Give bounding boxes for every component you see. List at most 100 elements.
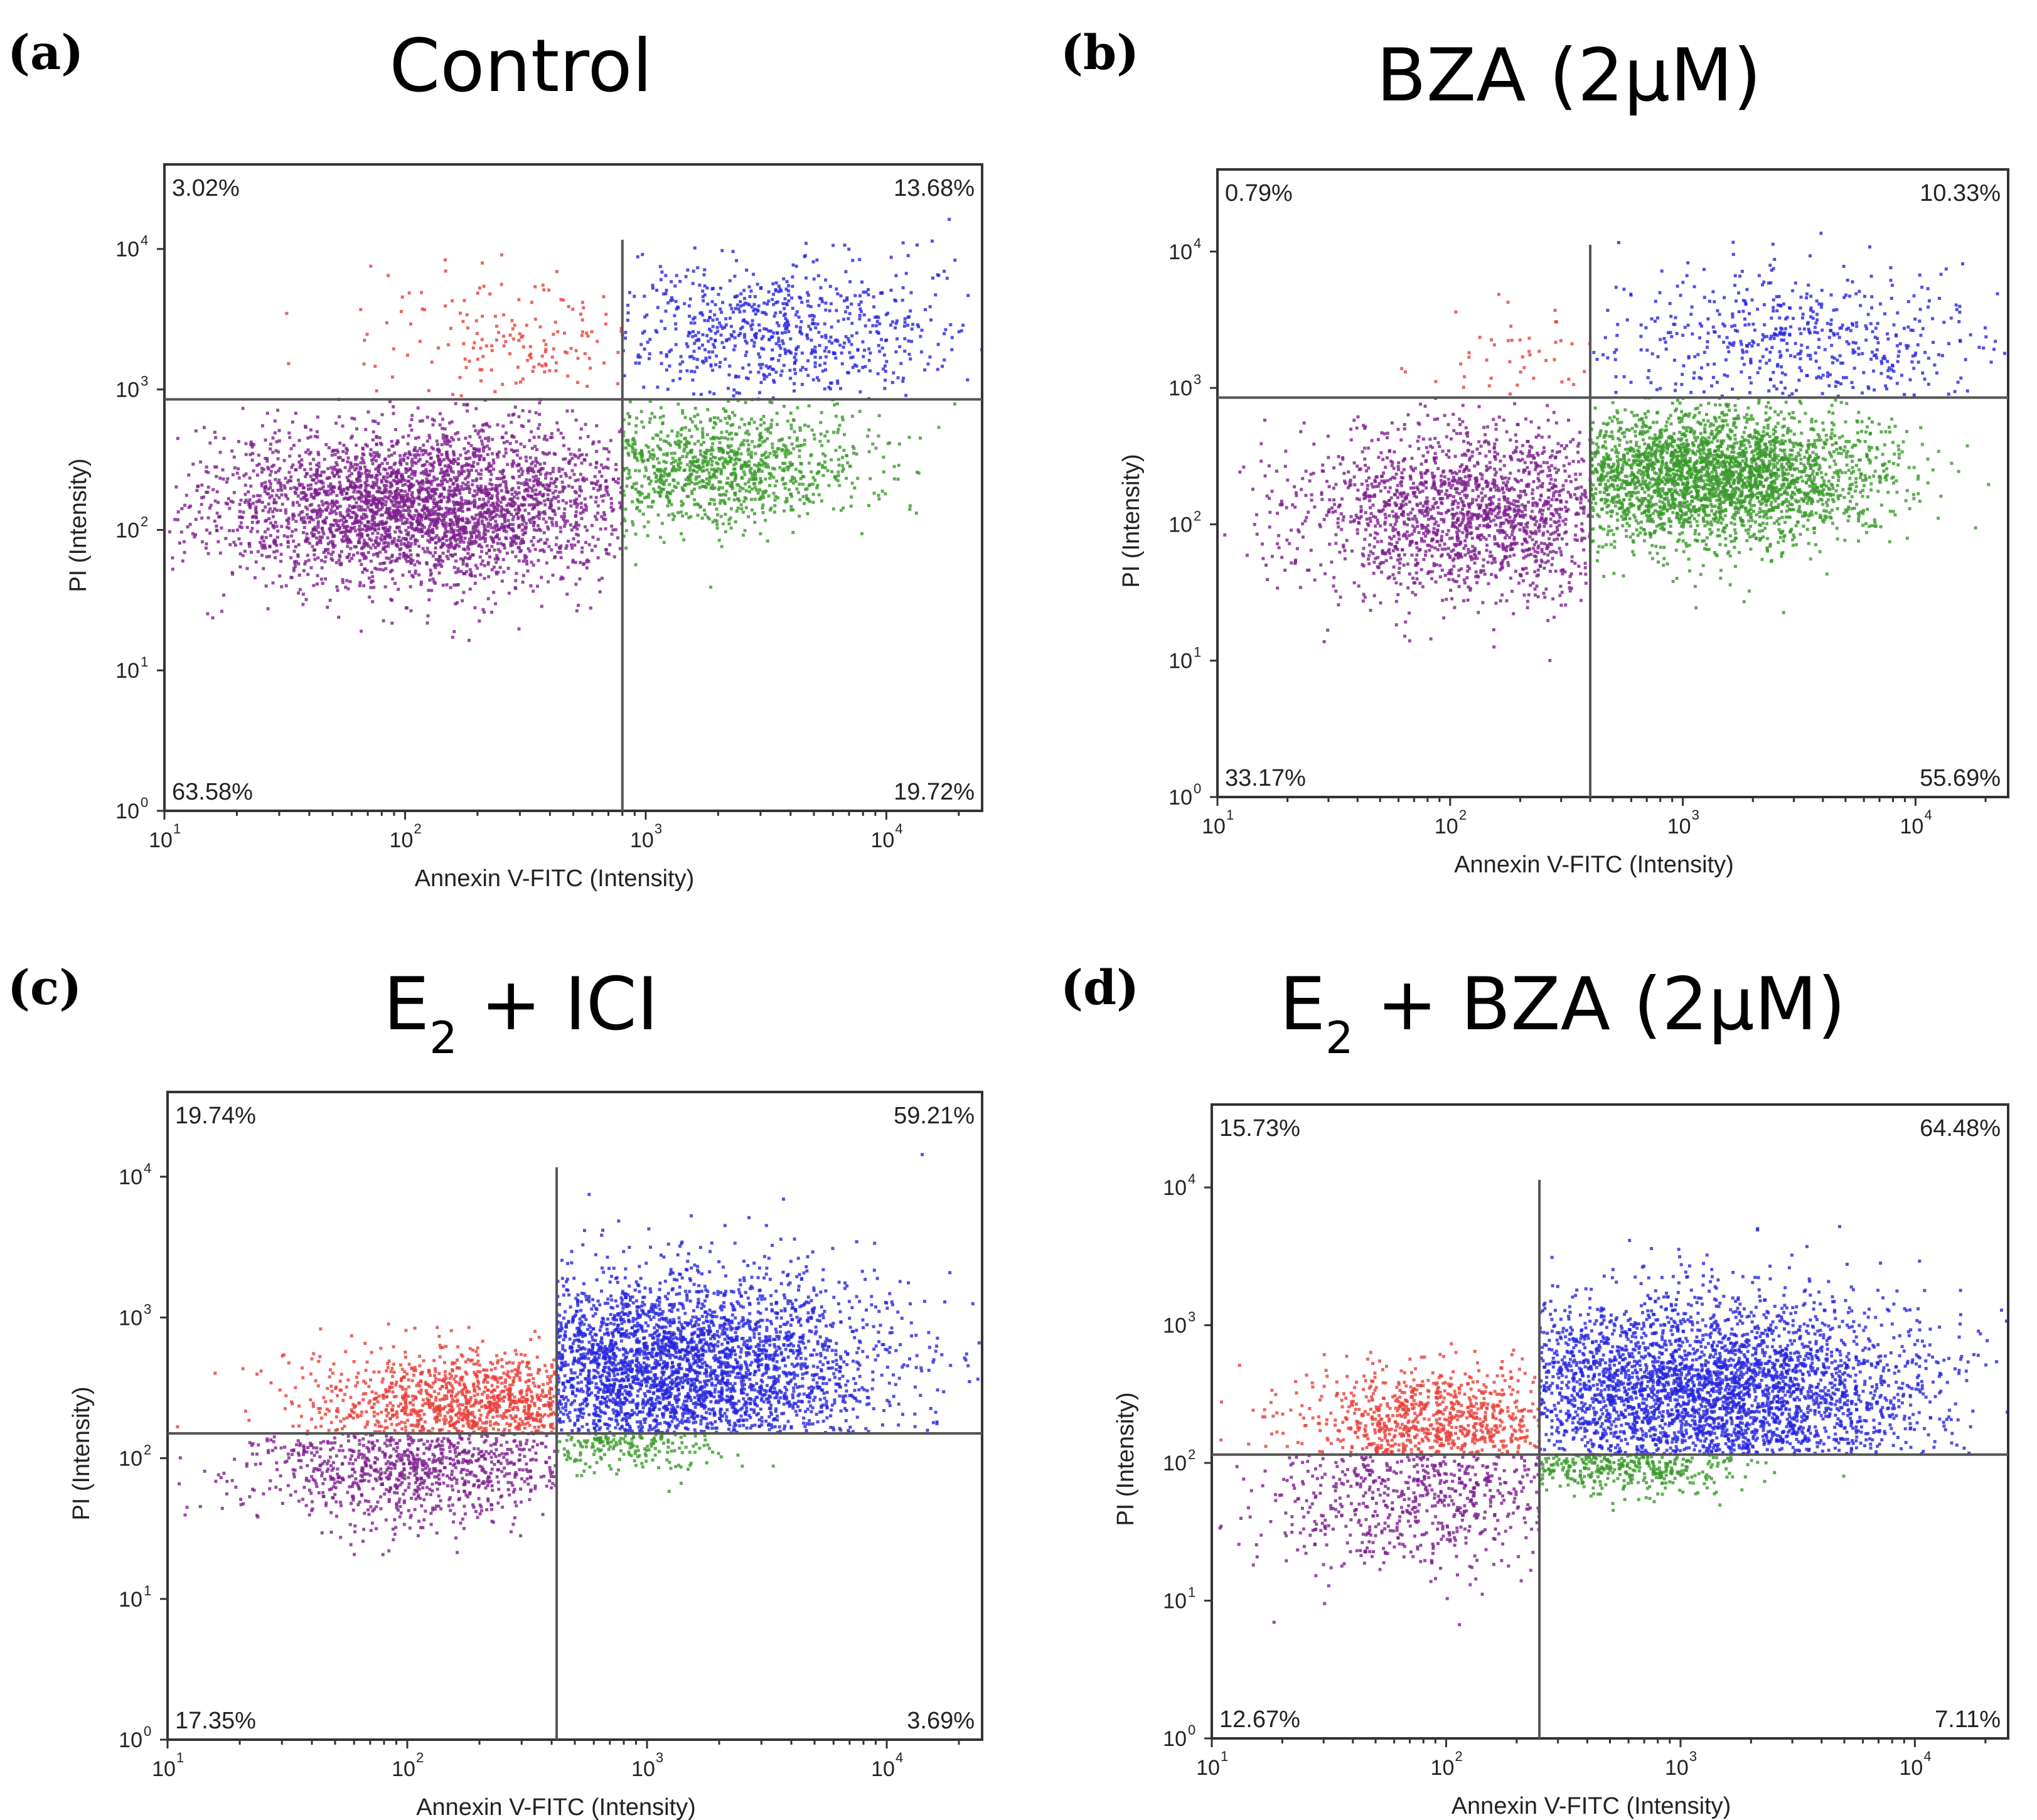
data-point (503, 513, 507, 517)
data-point (222, 593, 225, 597)
data-point (759, 532, 762, 535)
data-point (344, 496, 348, 500)
data-point (789, 351, 793, 355)
data-point (644, 444, 648, 447)
data-point (448, 485, 452, 489)
data-point (644, 466, 648, 469)
data-point (370, 522, 373, 526)
data-point (735, 391, 739, 395)
data-point (752, 341, 756, 345)
data-point (681, 411, 685, 415)
data-point (410, 460, 414, 464)
data-point (310, 503, 314, 506)
data-point (460, 466, 464, 469)
data-point (275, 493, 279, 497)
data-point (294, 468, 298, 471)
data-point (424, 473, 428, 476)
data-point (533, 547, 537, 551)
data-point (782, 277, 786, 281)
data-point (519, 549, 523, 552)
data-point (313, 434, 317, 438)
data-point (715, 507, 719, 511)
data-point (476, 566, 479, 570)
data-point (326, 490, 330, 493)
data-point (686, 345, 690, 348)
data-point (305, 472, 309, 476)
data-point (328, 511, 332, 515)
data-point (823, 387, 826, 391)
data-point (724, 530, 727, 533)
data-point (709, 457, 712, 461)
data-point (500, 579, 504, 583)
data-point (722, 346, 726, 349)
data-point (494, 314, 497, 318)
data-point (455, 478, 459, 481)
data-point (252, 515, 255, 518)
data-point (411, 504, 415, 508)
data-point (534, 411, 538, 415)
data-point (389, 482, 393, 486)
data-point (204, 546, 208, 550)
data-point (387, 490, 390, 494)
data-point (316, 509, 319, 512)
data-point (331, 559, 334, 562)
data-point (540, 604, 543, 608)
data-point (375, 536, 379, 540)
data-point (579, 506, 583, 510)
data-point (361, 459, 365, 462)
data-point (480, 545, 484, 549)
data-point (874, 316, 877, 319)
data-point (837, 427, 840, 431)
data-point (439, 483, 443, 487)
data-point (286, 535, 289, 538)
data-point (534, 497, 538, 501)
data-point (659, 351, 663, 355)
data-point (460, 472, 464, 476)
data-point (631, 523, 635, 527)
data-point (784, 444, 788, 448)
data-point (232, 455, 236, 459)
data-point (502, 476, 506, 479)
data-point (566, 565, 570, 569)
data-point (846, 461, 850, 464)
data-point (594, 466, 598, 469)
data-point (819, 420, 823, 424)
data-point (478, 534, 481, 538)
data-point (264, 546, 267, 550)
data-point (692, 464, 696, 468)
data-point (444, 522, 448, 525)
data-point (830, 470, 833, 474)
data-point (602, 466, 606, 470)
data-point (532, 516, 536, 520)
data-point (353, 520, 357, 524)
data-point (491, 537, 495, 540)
data-point (453, 511, 457, 515)
data-point (506, 510, 510, 513)
data-point (377, 466, 380, 470)
data-point (412, 517, 415, 520)
data-point (372, 481, 375, 484)
data-point (709, 498, 713, 501)
data-point (498, 565, 502, 569)
data-point (673, 314, 676, 318)
data-point (713, 502, 717, 506)
data-point (830, 341, 834, 345)
data-point (591, 442, 595, 446)
data-point (598, 590, 602, 594)
data-point (364, 427, 368, 431)
data-point (904, 272, 908, 276)
data-point (710, 463, 714, 467)
data-point (405, 518, 409, 521)
data-point (484, 485, 488, 489)
data-point (496, 498, 500, 502)
data-point (276, 529, 280, 533)
data-point (495, 572, 498, 575)
data-point (521, 533, 525, 537)
data-point (850, 334, 854, 338)
data-point (538, 325, 542, 329)
data-point (374, 498, 378, 501)
data-point (205, 465, 208, 469)
data-point (762, 452, 766, 456)
data-point (312, 584, 316, 587)
data-point (467, 547, 471, 551)
